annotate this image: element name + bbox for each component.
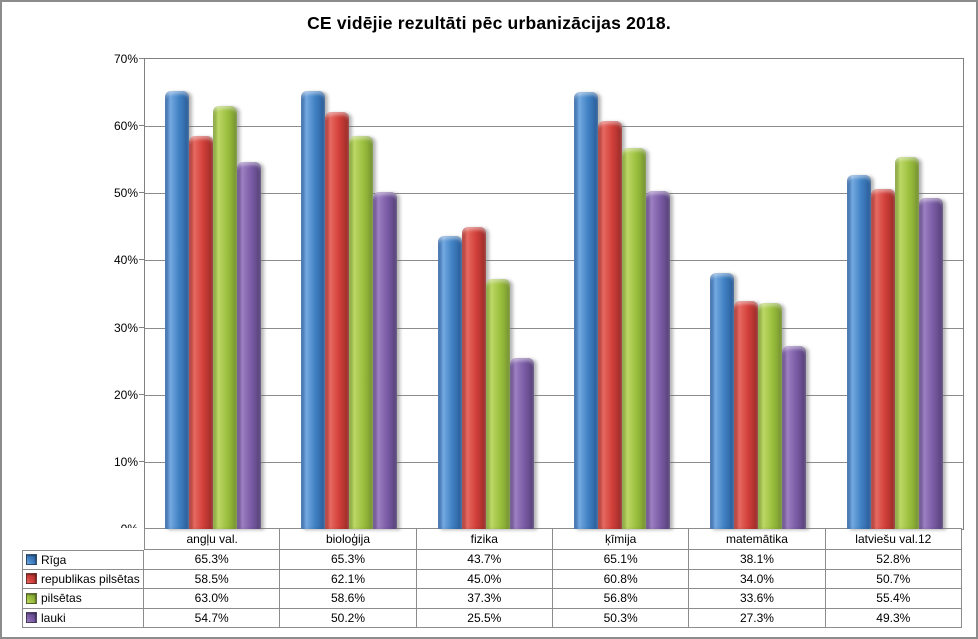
y-axis-label-50: 50% bbox=[113, 186, 138, 201]
gridline-60 bbox=[145, 126, 963, 128]
table-value-republikas pilsētas-ķīmija: 60.8% bbox=[552, 569, 690, 589]
bar-republikas pilsētas-bioloģija bbox=[325, 112, 350, 529]
gridline-10 bbox=[145, 461, 963, 463]
table-header-bioloģija: bioloģija bbox=[280, 528, 417, 550]
data-table: angļu val. bioloģija fizika ķīmija matemātik… bbox=[22, 528, 962, 628]
bar-pilsētas-ķīmija bbox=[622, 147, 647, 529]
bar-lauki-bioloģija bbox=[373, 191, 398, 529]
y-axis-label-10: 10% bbox=[113, 454, 138, 469]
bar-Rīga-bioloģija bbox=[301, 90, 326, 529]
bar-group-1 bbox=[281, 59, 417, 529]
table-value-republikas pilsētas-bioloģija: 62.1% bbox=[280, 569, 417, 589]
bar-group-4 bbox=[690, 59, 826, 529]
table-value-republikas pilsētas-latviešu val.12: 50.7% bbox=[825, 569, 962, 589]
bar-republikas pilsētas-latviešu val.12 bbox=[870, 188, 895, 529]
gridline-50 bbox=[145, 193, 963, 195]
legend-label: republikas pilsētas bbox=[41, 571, 140, 586]
bar-republikas pilsētas-matemātika bbox=[734, 300, 759, 529]
y-axis-tick bbox=[139, 326, 144, 328]
legend-item-lauki: lauki bbox=[22, 608, 144, 628]
bar-group-5 bbox=[827, 59, 963, 529]
table-value-pilsētas-ķīmija: 56.8% bbox=[552, 589, 690, 609]
legend-key-lauki bbox=[26, 612, 37, 624]
legend-label: lauki bbox=[41, 610, 66, 625]
table-value-pilsētas-bioloģija: 58.6% bbox=[280, 589, 417, 609]
bar-pilsētas-matemātika bbox=[758, 303, 783, 529]
legend-label: Rīga bbox=[41, 552, 67, 567]
table-value-lauki-matemātika: 27.3% bbox=[689, 608, 826, 628]
table-value-pilsētas-latviešu val.12: 55.4% bbox=[825, 589, 962, 609]
table-value-lauki-latviešu val.12: 49.3% bbox=[825, 608, 962, 628]
bar-Rīga-latviešu val.12 bbox=[846, 174, 871, 529]
table-value-Rīga-ķīmija: 65.1% bbox=[552, 550, 690, 570]
legend-key-republikas pilsētas bbox=[26, 573, 37, 585]
y-axis-label-60: 60% bbox=[113, 119, 138, 134]
plot-area bbox=[144, 58, 964, 530]
y-axis-tick bbox=[139, 259, 144, 261]
y-axis-label-20: 20% bbox=[113, 387, 138, 402]
table-value-lauki-angļu val.: 54.7% bbox=[144, 608, 281, 628]
table-value-republikas pilsētas-fizika: 45.0% bbox=[416, 569, 553, 589]
table-value-republikas pilsētas-angļu val.: 58.5% bbox=[144, 569, 281, 589]
legend-key-pilsētas bbox=[26, 592, 37, 604]
bar-lauki-angļu val. bbox=[237, 161, 262, 529]
gridline-40 bbox=[145, 260, 963, 262]
y-axis-tick bbox=[139, 125, 144, 127]
table-header-matemātika: matemātika bbox=[689, 528, 826, 550]
bar-republikas pilsētas-fizika bbox=[461, 226, 486, 529]
table-value-pilsētas-angļu val.: 63.0% bbox=[144, 589, 281, 609]
table-header-fizika: fizika bbox=[416, 528, 553, 550]
gridline-20 bbox=[145, 394, 963, 396]
bar-pilsētas-fizika bbox=[485, 278, 510, 529]
bar-pilsētas-bioloģija bbox=[349, 135, 374, 529]
y-axis-tick bbox=[139, 460, 144, 462]
table-value-Rīga-angļu val.: 65.3% bbox=[144, 550, 281, 570]
table-value-republikas pilsētas-matemātika: 34.0% bbox=[689, 569, 826, 589]
y-axis-label-30: 30% bbox=[113, 320, 138, 335]
bar-Rīga-ķīmija bbox=[574, 91, 599, 529]
legend-item-Rīga: Rīga bbox=[22, 550, 144, 570]
table-value-lauki-fizika: 25.5% bbox=[416, 608, 553, 628]
legend-item-republikas pilsētas: republikas pilsētas bbox=[22, 569, 144, 589]
bar-lauki-matemātika bbox=[782, 345, 807, 529]
bar-republikas pilsētas-ķīmija bbox=[598, 120, 623, 529]
bar-pilsētas-angļu val. bbox=[213, 106, 238, 529]
table-header-latviešu val.12: latviešu val.12 bbox=[825, 528, 962, 550]
bar-lauki-fizika bbox=[509, 357, 534, 529]
bar-republikas pilsētas-angļu val. bbox=[189, 136, 214, 529]
y-axis-tick bbox=[139, 192, 144, 194]
legend-label: pilsētas bbox=[41, 591, 82, 606]
table-value-Rīga-fizika: 43.7% bbox=[416, 550, 553, 570]
gridline-30 bbox=[145, 327, 963, 329]
y-axis-tick bbox=[139, 58, 144, 59]
bar-Rīga-angļu val. bbox=[165, 90, 190, 529]
table-value-lauki-bioloģija: 50.2% bbox=[280, 608, 417, 628]
bar-group-0 bbox=[145, 59, 281, 529]
y-axis-label-40: 40% bbox=[113, 253, 138, 268]
y-axis-tick bbox=[139, 393, 144, 395]
table-value-lauki-ķīmija: 50.3% bbox=[552, 608, 690, 628]
bar-lauki-latviešu val.12 bbox=[918, 198, 943, 529]
table-value-Rīga-latviešu val.12: 52.8% bbox=[825, 550, 962, 570]
table-header-angļu val.: angļu val. bbox=[144, 528, 281, 550]
legend-key-Rīga bbox=[26, 554, 37, 566]
bar-lauki-ķīmija bbox=[646, 191, 671, 529]
chart-title: CE vidējie rezultāti pēc urbanizācijas 2… bbox=[307, 13, 671, 33]
bar-group-3 bbox=[554, 59, 690, 529]
bar-Rīga-matemātika bbox=[710, 273, 735, 529]
table-value-Rīga-bioloģija: 65.3% bbox=[280, 550, 417, 570]
bar-pilsētas-latviešu val.12 bbox=[894, 157, 919, 529]
bar-Rīga-fizika bbox=[437, 235, 462, 529]
bar-group-2 bbox=[418, 59, 554, 529]
table-value-Rīga-matemātika: 38.1% bbox=[689, 550, 826, 570]
table-header-spacer bbox=[22, 528, 144, 550]
table-value-pilsētas-fizika: 37.3% bbox=[416, 589, 553, 609]
legend-item-pilsētas: pilsētas bbox=[22, 589, 144, 609]
table-header-ķīmija: ķīmija bbox=[552, 528, 690, 550]
table-value-pilsētas-matemātika: 33.6% bbox=[689, 589, 826, 609]
y-axis-label-70: 70% bbox=[113, 52, 138, 66]
